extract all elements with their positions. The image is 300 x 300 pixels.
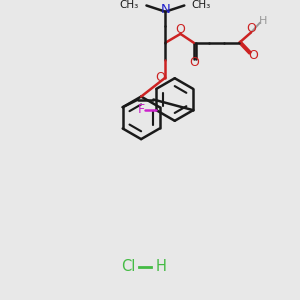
- Text: O: O: [189, 56, 199, 69]
- Text: CH₃: CH₃: [119, 0, 139, 10]
- Text: N: N: [160, 3, 170, 16]
- Text: O: O: [246, 22, 256, 35]
- Text: O: O: [249, 49, 258, 62]
- Text: CH₃: CH₃: [191, 0, 211, 10]
- Text: O: O: [155, 70, 165, 83]
- Text: H: H: [156, 260, 167, 274]
- Text: O: O: [176, 23, 185, 36]
- Text: H: H: [259, 16, 267, 26]
- Text: F: F: [137, 103, 145, 116]
- Text: Cl: Cl: [122, 260, 136, 274]
